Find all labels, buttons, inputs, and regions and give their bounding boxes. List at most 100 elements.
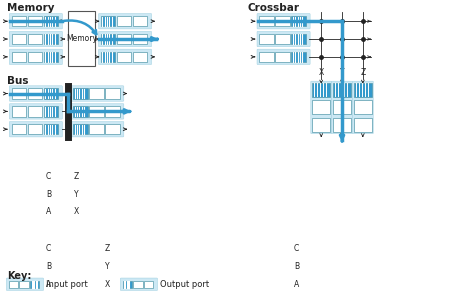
Text: A: A — [46, 207, 51, 217]
Bar — [73, 124, 88, 134]
Bar — [73, 88, 88, 99]
FancyBboxPatch shape — [9, 49, 63, 65]
Bar — [11, 106, 26, 117]
Bar — [101, 34, 115, 44]
Text: Y: Y — [105, 262, 109, 271]
Text: B: B — [46, 190, 51, 198]
Text: B: B — [46, 262, 51, 271]
Text: A: A — [294, 280, 299, 289]
Text: C: C — [46, 172, 51, 181]
Bar — [68, 11, 95, 66]
Bar — [354, 83, 372, 97]
Bar — [101, 16, 115, 27]
Bar — [275, 52, 290, 62]
Bar — [11, 16, 26, 27]
Text: Bus: Bus — [7, 76, 28, 86]
Bar — [89, 124, 104, 134]
FancyBboxPatch shape — [353, 81, 373, 134]
Bar — [27, 88, 42, 99]
Bar — [292, 34, 306, 44]
Bar — [144, 281, 153, 288]
Bar — [11, 88, 26, 99]
FancyBboxPatch shape — [332, 81, 353, 134]
Text: X: X — [104, 280, 109, 289]
Bar — [30, 281, 39, 288]
FancyBboxPatch shape — [257, 14, 310, 29]
Bar — [133, 16, 147, 27]
FancyBboxPatch shape — [257, 49, 310, 65]
Bar — [105, 106, 119, 117]
Bar — [73, 106, 88, 117]
FancyBboxPatch shape — [9, 31, 63, 47]
FancyBboxPatch shape — [9, 14, 63, 29]
Bar — [89, 106, 104, 117]
Text: Output port: Output port — [160, 280, 209, 289]
Bar — [312, 101, 330, 114]
Bar — [44, 52, 58, 62]
Bar — [354, 118, 372, 132]
Text: Memory: Memory — [66, 34, 97, 43]
Bar — [44, 34, 58, 44]
Text: Z: Z — [74, 172, 79, 181]
Bar — [133, 281, 143, 288]
Text: Input port: Input port — [46, 280, 88, 289]
Bar — [27, 16, 42, 27]
Bar — [275, 16, 290, 27]
Bar — [27, 52, 42, 62]
Bar — [333, 83, 351, 97]
Bar — [133, 52, 147, 62]
Bar — [312, 118, 330, 132]
FancyBboxPatch shape — [71, 104, 124, 119]
Bar — [27, 106, 42, 117]
Bar — [44, 16, 58, 27]
Bar — [259, 16, 274, 27]
Text: B: B — [294, 262, 299, 271]
Text: C: C — [46, 244, 51, 253]
Text: Key:: Key: — [7, 271, 31, 281]
Bar — [105, 88, 119, 99]
Bar — [275, 34, 290, 44]
FancyBboxPatch shape — [311, 81, 332, 134]
Bar — [101, 52, 115, 62]
Bar — [89, 88, 104, 99]
Bar — [133, 34, 147, 44]
Bar — [11, 34, 26, 44]
Text: Z: Z — [360, 68, 365, 77]
Bar — [9, 281, 18, 288]
FancyBboxPatch shape — [120, 278, 157, 291]
Bar — [354, 101, 372, 114]
FancyBboxPatch shape — [9, 121, 63, 137]
FancyBboxPatch shape — [71, 121, 124, 137]
Text: Crossbar: Crossbar — [248, 3, 300, 13]
FancyBboxPatch shape — [257, 31, 310, 47]
Bar — [117, 34, 131, 44]
Bar — [105, 124, 119, 134]
FancyBboxPatch shape — [71, 86, 124, 101]
Text: X: X — [319, 68, 324, 77]
Bar — [44, 106, 58, 117]
Text: X: X — [74, 207, 79, 217]
FancyArrowPatch shape — [64, 21, 96, 34]
FancyBboxPatch shape — [9, 86, 63, 101]
FancyBboxPatch shape — [99, 49, 152, 65]
Bar — [27, 34, 42, 44]
Text: A: A — [46, 280, 51, 289]
Bar — [117, 16, 131, 27]
Text: Z: Z — [104, 244, 109, 253]
Text: Y: Y — [340, 68, 344, 77]
Bar — [11, 124, 26, 134]
Bar — [292, 16, 306, 27]
Bar — [19, 281, 28, 288]
Bar — [44, 88, 58, 99]
Text: Memory: Memory — [7, 3, 55, 13]
Bar — [333, 101, 351, 114]
FancyBboxPatch shape — [6, 278, 44, 291]
Text: C: C — [294, 244, 299, 253]
Bar — [27, 124, 42, 134]
Text: Y: Y — [74, 190, 79, 198]
FancyBboxPatch shape — [99, 14, 152, 29]
Bar — [312, 83, 330, 97]
Bar — [292, 52, 306, 62]
Bar — [123, 281, 132, 288]
Bar — [11, 52, 26, 62]
